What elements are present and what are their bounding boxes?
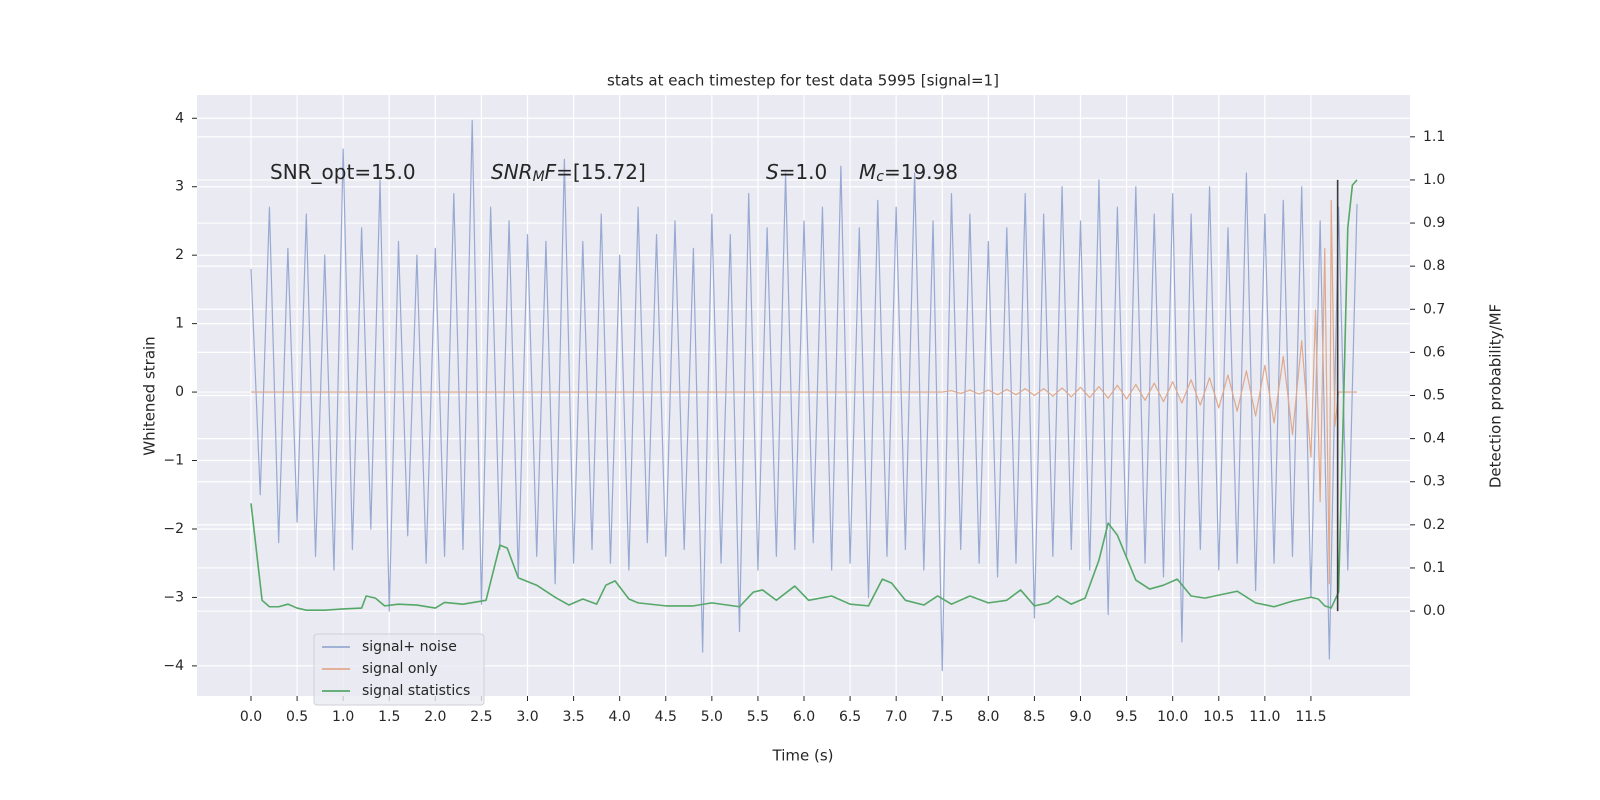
x-tick-label: 2.0	[424, 709, 446, 725]
x-tick-label: 3.5	[562, 709, 584, 725]
annotation-part: S	[766, 160, 779, 184]
x-tick-label: 4.5	[655, 709, 677, 725]
x-tick-label: 7.5	[931, 709, 953, 725]
x-tick-label: 4.0	[609, 709, 631, 725]
y-tick-label: 0	[175, 384, 184, 400]
y-axis-label: Whitened strain	[141, 336, 159, 455]
x-tick-label: 0.0	[240, 709, 262, 725]
annotation: SNR_opt=15.0	[270, 160, 416, 184]
y2-tick-label: 0.4	[1423, 431, 1445, 447]
grid: 0.0 0.5 1.0 1.5 2.0 2.5 3.0 3.5 4.0 4.5 5.0 5.5 6.0 6…	[163, 95, 1445, 725]
series-line	[250, 119, 1358, 672]
annotation-part: =19.98	[884, 160, 958, 184]
x-tick-label: 0.5	[286, 709, 308, 725]
x-tick-label: 8.5	[1023, 709, 1045, 725]
y2-tick-label: 0.2	[1423, 517, 1445, 533]
annotation-part: M	[859, 160, 876, 184]
legend-label: signal only	[362, 661, 437, 677]
y2-tick-label: 0.7	[1423, 301, 1445, 317]
x-tick-label: 10.5	[1203, 709, 1234, 725]
x-tick-label: 1.5	[378, 709, 400, 725]
x-tick-label: 10.0	[1157, 709, 1188, 725]
x-tick-label: 6.5	[839, 709, 861, 725]
series-line	[250, 179, 1358, 611]
annotation: S=1.0	[766, 160, 827, 184]
y-tick-label: 3	[175, 179, 184, 195]
y-tick-label: −1	[163, 453, 184, 469]
y2-tick-label: 1.0	[1423, 172, 1445, 188]
x-tick-label: 5.0	[701, 709, 723, 725]
x-tick-label: 7.0	[885, 709, 907, 725]
x-axis-label: Time (s)	[772, 747, 834, 765]
annotation-part: SNR	[491, 160, 533, 184]
y2-tick-label: 0.8	[1423, 258, 1445, 274]
annotation-part: F	[545, 160, 557, 184]
y2-axis-label: Detection probability/MF	[1487, 304, 1505, 488]
y2-tick-label: 0.3	[1423, 474, 1445, 490]
x-tick-label: 3.0	[516, 709, 538, 725]
x-tick-label: 5.5	[747, 709, 769, 725]
y-tick-label: −2	[163, 521, 184, 537]
y-tick-label: −3	[163, 589, 184, 605]
y-tick-label: 1	[175, 316, 184, 332]
x-tick-label: 11.0	[1249, 709, 1280, 725]
legend-label: signal statistics	[362, 683, 470, 699]
y2-tick-label: 1.1	[1423, 129, 1445, 145]
annotation-part: SNR_opt=15.0	[270, 160, 416, 184]
legend: signal+ noise signal only signal statistic…	[313, 633, 485, 706]
annotation-part: c	[876, 169, 884, 185]
y-tick-label: 2	[175, 247, 184, 263]
y2-tick-label: 0.5	[1423, 388, 1445, 404]
y-tick-label: 4	[175, 110, 184, 126]
marks	[250, 119, 1358, 672]
annotation: SNRMF=[15.72]	[491, 160, 646, 186]
x-tick-label: 8.0	[977, 709, 999, 725]
annotation: Mc=19.98	[859, 160, 958, 186]
x-tick-label: 2.5	[470, 709, 492, 725]
x-tick-label: 11.5	[1295, 709, 1326, 725]
series-line	[251, 199, 1357, 585]
y2-tick-label: 0.6	[1423, 344, 1445, 360]
annotation-part: =[15.72]	[556, 160, 646, 184]
y2-tick-label: 0.9	[1423, 215, 1445, 231]
chart-title: stats at each timestep for test data 599…	[607, 72, 999, 90]
x-tick-label: 9.5	[1115, 709, 1137, 725]
y2-tick-label: 0.0	[1423, 603, 1445, 619]
y2-tick-label: 0.1	[1423, 560, 1445, 576]
legend-label: signal+ noise	[362, 639, 457, 655]
x-tick-label: 1.0	[332, 709, 354, 725]
y-tick-label: −4	[163, 658, 184, 674]
annotation-part: M	[533, 169, 545, 185]
legend-box	[313, 633, 485, 706]
annotation-part: =1.0	[779, 160, 828, 184]
x-tick-label: 9.0	[1069, 709, 1091, 725]
x-tick-label: 6.0	[793, 709, 815, 725]
